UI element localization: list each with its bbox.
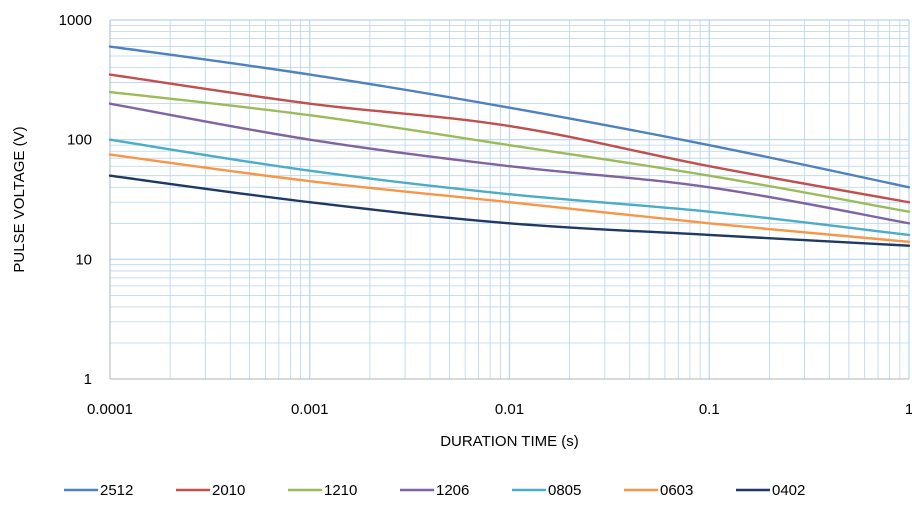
legend-item-1206: 1206 [400, 482, 469, 499]
legend-item-0603: 0603 [624, 482, 693, 499]
x-tick-label: 0.0001 [87, 401, 133, 418]
tick-labels: 0.0001 0.001 0.01 0.1 1 1 10 100 1000 [59, 12, 912, 418]
series-line-2010 [108, 73, 911, 204]
legend-label: 1210 [324, 482, 357, 499]
series-line-1210 [108, 90, 911, 213]
legend-label: 2010 [212, 482, 245, 499]
legend-item-1210: 1210 [288, 482, 357, 499]
series-line-0805 [108, 138, 911, 237]
y-axis-title: PULSE VOLTAGE (V) [11, 126, 28, 272]
x-tick-label: 0.01 [495, 401, 524, 418]
legend-label: 0603 [660, 482, 693, 499]
legend-item-2512: 2512 [64, 482, 133, 499]
series-line-0603 [108, 153, 911, 244]
x-tick-label: 1 [905, 401, 912, 418]
series-lines [108, 45, 911, 247]
axes [109, 20, 909, 380]
x-axis-title: DURATION TIME (s) [440, 433, 579, 450]
series-line-0402 [108, 174, 911, 247]
legend-label: 2512 [100, 482, 133, 499]
legend-label: 0805 [548, 482, 581, 499]
legend-item-0805: 0805 [512, 482, 581, 499]
legend: 2512 2010 1210 1206 0805 0603 0402 [64, 482, 805, 499]
legend-label: 1206 [436, 482, 469, 499]
y-tick-label: 10 [75, 251, 92, 268]
y-tick-label: 1000 [59, 12, 92, 29]
legend-item-2010: 2010 [176, 482, 245, 499]
x-tick-label: 0.1 [699, 401, 720, 418]
x-tick-label: 0.001 [291, 401, 329, 418]
series-line-2512 [108, 45, 911, 189]
legend-label: 0402 [772, 482, 805, 499]
y-tick-label: 1 [84, 371, 92, 388]
y-tick-label: 100 [67, 132, 92, 149]
series-line-1206 [108, 102, 911, 225]
legend-item-0402: 0402 [736, 482, 805, 499]
